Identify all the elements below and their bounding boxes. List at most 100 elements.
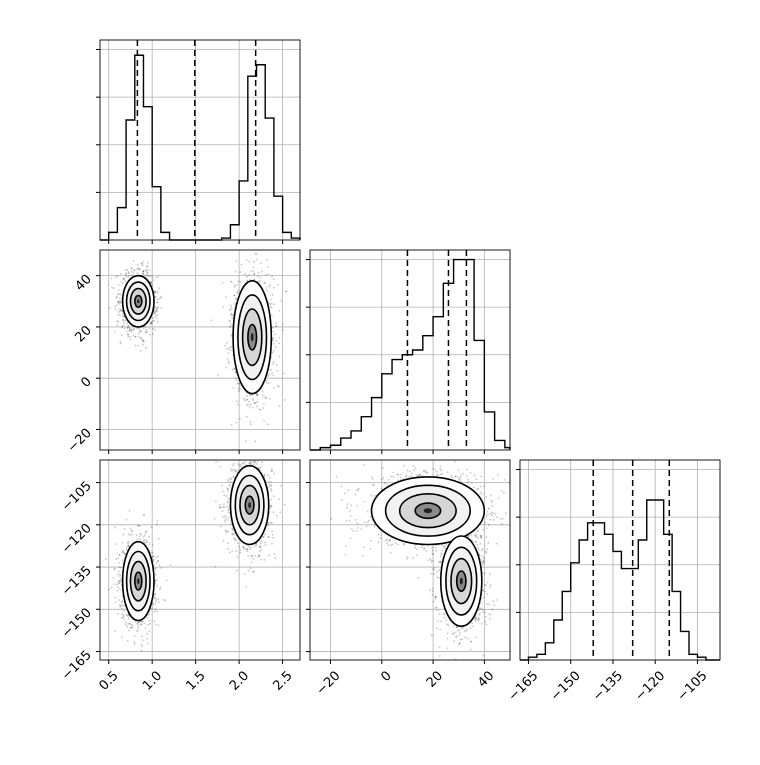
sample-point [156,310,158,312]
sample-point [220,526,222,528]
sample-point [257,452,259,454]
sample-point [238,290,240,292]
sample-point [270,486,272,488]
sample-point [276,364,278,366]
sample-point [242,454,244,456]
sample-point [266,287,268,289]
sample-point [248,261,250,263]
sample-point [146,633,148,635]
sample-point [153,320,155,322]
sample-point [462,473,464,475]
sample-point [117,581,119,583]
sample-point [149,327,151,329]
sample-point [222,282,224,284]
sample-point [272,331,274,333]
sample-point [158,298,160,300]
sample-point [239,552,241,554]
sample-point [274,557,276,559]
sample-point [157,306,159,308]
sample-point [149,630,151,632]
sample-point [125,624,127,626]
sample-point [115,308,117,310]
sample-point [271,470,273,472]
sample-point [232,369,234,371]
sample-point [219,504,221,506]
sample-point [279,356,281,358]
sample-point [273,495,275,497]
sample-point [238,280,240,282]
sample-point [235,422,237,424]
sample-point [144,514,146,516]
sample-point [166,580,168,582]
sample-point [271,352,273,354]
sample-point [129,527,131,529]
sample-point [158,598,160,600]
sample-point [252,407,254,409]
sample-point [118,289,120,291]
sample-point [257,394,259,396]
sample-point [138,345,140,347]
sample-point [247,550,249,552]
sample-point [155,597,157,599]
sample-point [119,566,121,568]
sample-point [273,304,275,306]
sample-point [144,534,146,536]
sample-point [466,469,468,471]
sample-point [159,287,161,289]
sample-point [380,537,382,539]
sample-point [117,557,119,559]
sample-point [271,490,273,492]
sample-point [147,262,149,264]
sample-point [141,644,143,646]
sample-point [271,315,273,317]
sample-point [141,636,143,638]
sample-point [143,341,145,343]
sample-point [264,542,266,544]
sample-point [274,553,276,555]
sample-point [248,401,250,403]
sample-point [245,457,247,459]
sample-point [246,404,248,406]
sample-point [258,554,260,556]
sample-point [278,498,280,500]
sample-point [223,503,225,505]
sample-point [226,348,228,350]
sample-point [119,580,121,582]
sample-point [226,506,228,508]
sample-point [228,362,230,364]
sample-point [230,468,232,470]
sample-point [378,542,380,544]
sample-point [120,343,122,345]
sample-point [154,312,156,314]
sample-point [246,548,248,550]
sample-point [255,402,257,404]
sample-point [145,274,147,276]
sample-point [114,330,116,332]
sample-point [273,338,275,340]
sample-point [145,627,147,629]
sample-point [131,530,133,532]
sample-point [257,401,259,403]
sample-point [131,329,133,331]
sample-point [279,405,281,407]
sample-point [227,510,229,512]
contour-level [251,333,254,341]
sample-point [259,550,261,552]
sample-point [360,528,362,530]
contour-level [248,502,251,508]
sample-point [265,544,267,546]
sample-point [116,553,118,555]
sample-point [220,506,222,508]
sample-point [154,291,156,293]
sample-point [257,275,259,277]
sample-point [254,441,256,443]
sample-point [489,519,491,521]
sample-point [133,335,135,337]
sample-point [126,626,128,628]
sample-point [230,478,232,480]
sample-point [247,456,249,458]
sample-point [279,511,281,513]
sample-point [133,272,135,274]
sample-point [252,400,254,402]
sample-point [373,452,375,454]
